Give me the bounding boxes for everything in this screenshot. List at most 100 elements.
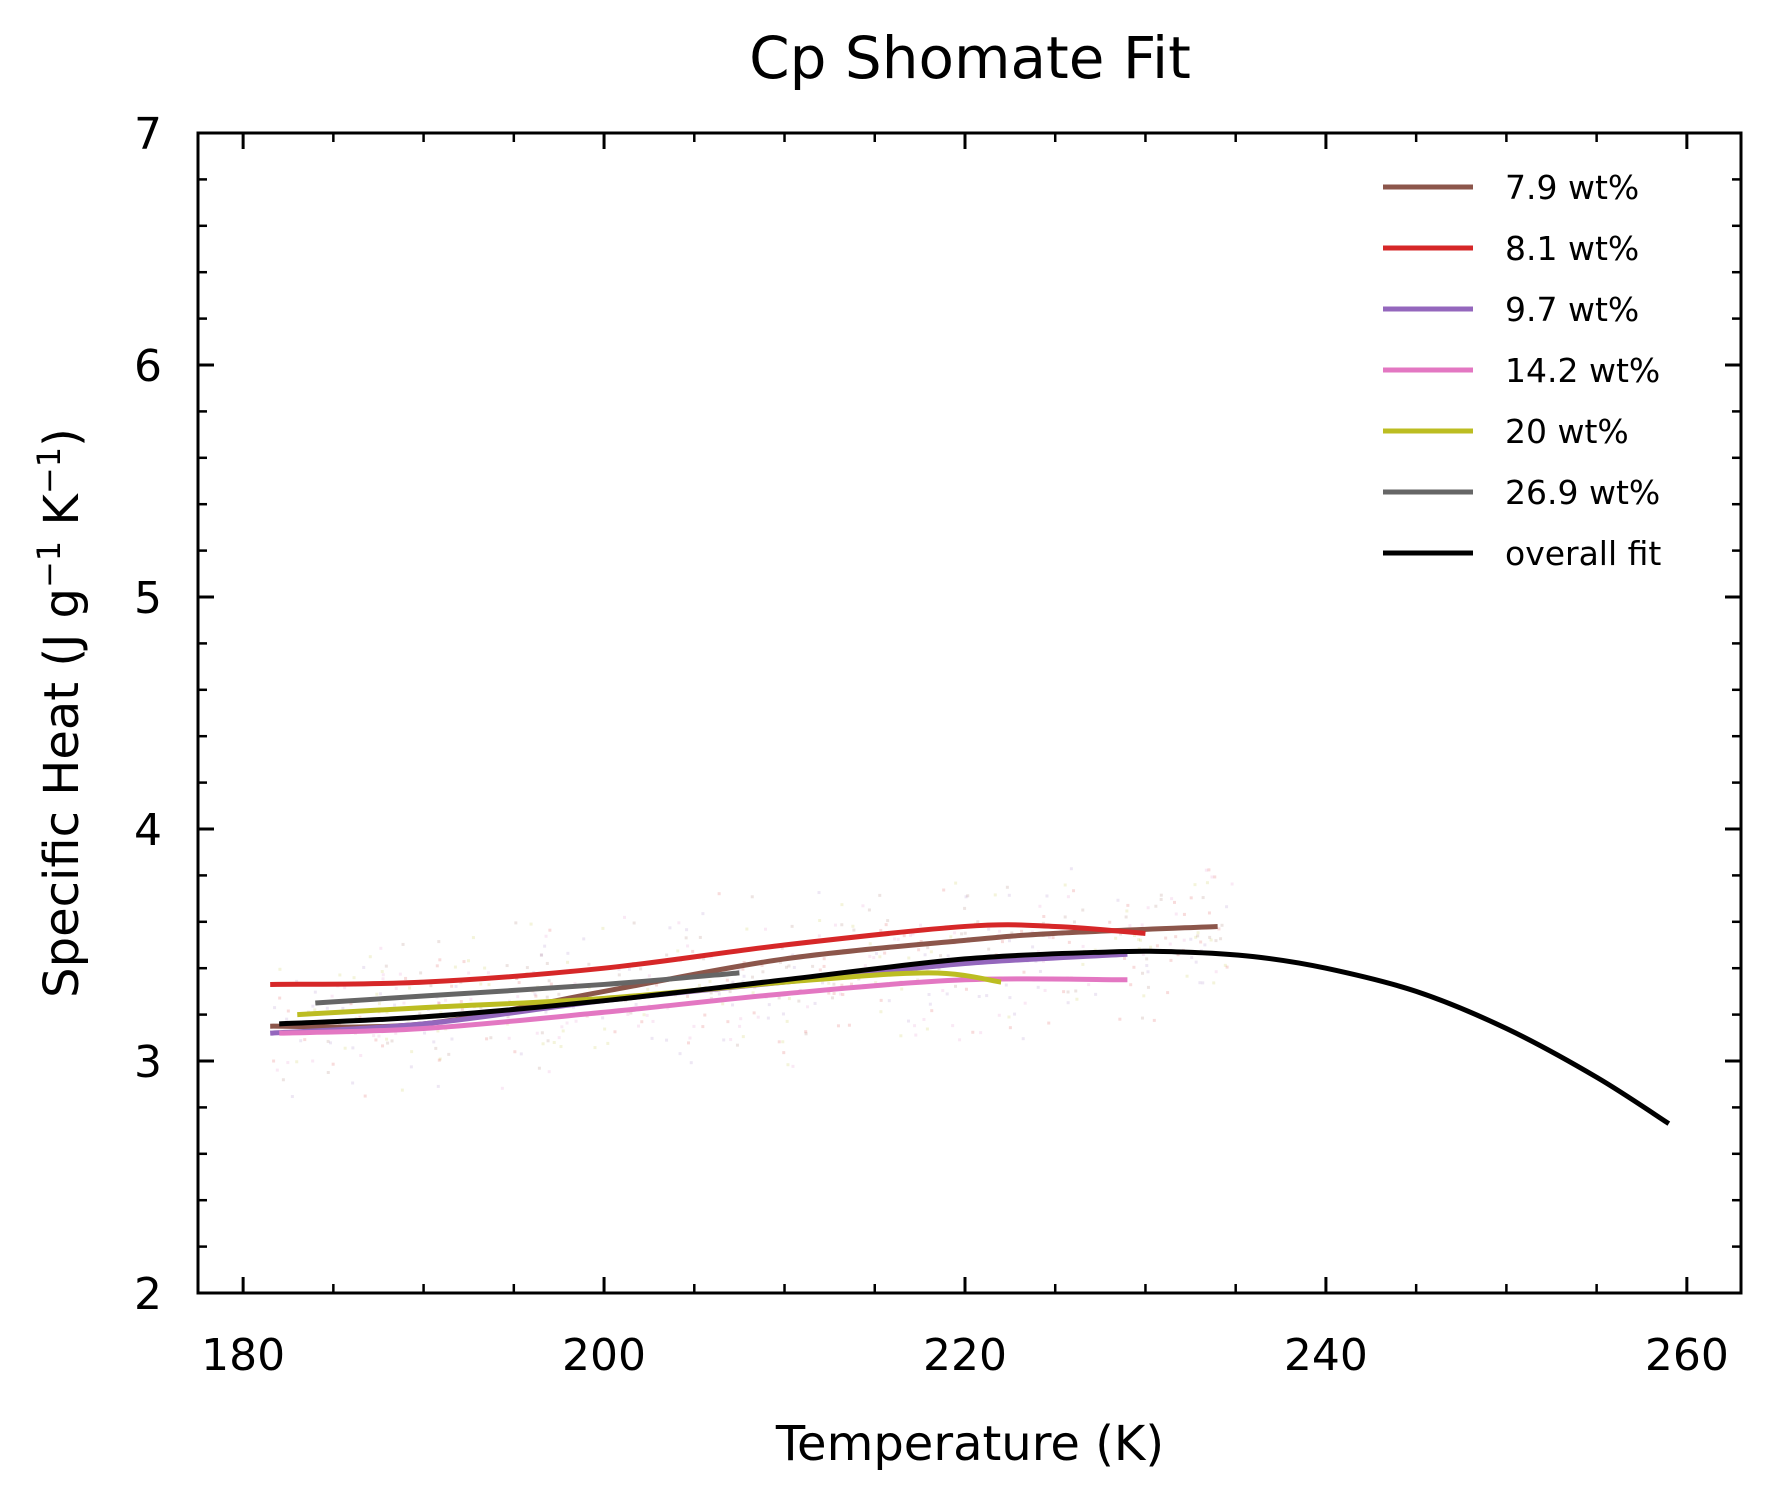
scatter-point bbox=[368, 955, 372, 959]
scatter-point bbox=[410, 1050, 414, 1054]
scatter-point bbox=[1081, 944, 1085, 948]
scatter-point bbox=[686, 944, 690, 948]
scatter-point bbox=[787, 964, 791, 968]
scatter-point bbox=[781, 1040, 785, 1044]
scatter-point bbox=[742, 974, 746, 978]
scatter-point bbox=[784, 965, 788, 969]
scatter-point bbox=[1045, 894, 1049, 898]
scatter-point bbox=[1182, 938, 1186, 942]
scatter-point bbox=[539, 953, 543, 957]
scatter-point bbox=[817, 891, 821, 895]
x-tick-label: 200 bbox=[562, 1330, 646, 1381]
scatter-point bbox=[1201, 896, 1205, 900]
scatter-point bbox=[927, 992, 931, 996]
scatter-point bbox=[791, 1064, 795, 1068]
scatter-point bbox=[460, 1007, 464, 1011]
scatter-point bbox=[278, 996, 282, 1000]
scatter-point bbox=[1225, 905, 1229, 909]
scatter-point bbox=[832, 991, 836, 995]
scatter-point bbox=[963, 906, 967, 910]
scatter-point bbox=[1007, 893, 1011, 897]
scatter-point bbox=[760, 963, 764, 967]
scatter-point bbox=[505, 964, 509, 968]
scatter-point bbox=[436, 1084, 440, 1088]
scatter-point bbox=[1189, 896, 1193, 900]
scatter-point bbox=[899, 1034, 903, 1038]
chart-title: Cp Shomate Fit bbox=[749, 24, 1191, 92]
scatter-point bbox=[1116, 898, 1120, 902]
scatter-point bbox=[804, 1032, 808, 1036]
scatter-point bbox=[462, 960, 466, 964]
scatter-point bbox=[851, 924, 855, 928]
scatter-point bbox=[572, 1005, 576, 1009]
scatter-point bbox=[485, 1037, 489, 1041]
scatter-point bbox=[879, 998, 883, 1002]
scatter-point bbox=[394, 1031, 398, 1035]
scatter-point bbox=[1081, 962, 1085, 966]
scatter-point bbox=[432, 1040, 436, 1044]
scatter-point bbox=[566, 960, 570, 964]
scatter-point bbox=[993, 893, 997, 897]
legend-label: overall fit bbox=[1505, 534, 1661, 573]
scatter-point bbox=[603, 1027, 607, 1031]
scatter-point bbox=[840, 923, 844, 927]
scatter-point bbox=[534, 994, 538, 998]
scatter-point bbox=[626, 1012, 630, 1016]
scatter-point bbox=[883, 951, 887, 955]
scatter-point bbox=[343, 986, 347, 990]
scatter-point bbox=[786, 1063, 790, 1067]
scatter-point bbox=[717, 992, 721, 996]
series-lines bbox=[270, 922, 1671, 1126]
scatter-point bbox=[811, 964, 815, 968]
scatter-point bbox=[1005, 885, 1009, 889]
scatter-point bbox=[1020, 929, 1024, 933]
legend-label: 7.9 wt% bbox=[1505, 168, 1639, 207]
x-tick-label: 240 bbox=[1284, 1330, 1368, 1381]
scatter-point bbox=[780, 946, 784, 950]
scatter-point bbox=[1072, 889, 1076, 893]
scatter-point bbox=[1198, 981, 1202, 985]
scatter-point bbox=[987, 947, 991, 951]
scatter-point bbox=[868, 942, 872, 946]
scatter-point bbox=[1142, 994, 1146, 998]
scatter-point bbox=[1146, 970, 1150, 974]
scatter-point bbox=[444, 998, 448, 1002]
scatter-point bbox=[613, 1030, 617, 1034]
scatter-point bbox=[777, 996, 781, 1000]
scatter-point bbox=[1145, 957, 1149, 961]
scatter-point bbox=[1145, 964, 1149, 968]
scatter-point bbox=[709, 991, 713, 995]
scatter-point bbox=[785, 1019, 789, 1023]
scatter-point bbox=[766, 1016, 770, 1020]
scatter-point bbox=[623, 915, 627, 919]
scatter-point bbox=[741, 967, 745, 971]
scatter-point bbox=[818, 918, 822, 922]
scatter-point bbox=[438, 958, 442, 962]
scatter-point bbox=[738, 1024, 742, 1028]
plot-frame bbox=[196, 131, 1743, 1295]
scatter-point bbox=[1114, 936, 1118, 940]
scatter-point bbox=[1174, 935, 1178, 939]
scatter-point bbox=[325, 1006, 329, 1010]
scatter-point bbox=[634, 1002, 638, 1006]
scatter-point bbox=[1193, 883, 1197, 887]
scatter-point bbox=[1194, 960, 1198, 964]
scatter-point bbox=[514, 921, 518, 925]
scatter-point bbox=[791, 953, 795, 957]
scatter-point bbox=[914, 1033, 918, 1037]
scatter-point bbox=[1042, 915, 1046, 919]
scatter-point bbox=[1139, 938, 1143, 942]
scatter-point bbox=[1123, 956, 1127, 960]
scatter-point bbox=[731, 980, 735, 984]
scatter-point bbox=[1190, 956, 1194, 960]
scatter-point bbox=[836, 1024, 840, 1028]
scatter-point bbox=[792, 965, 796, 969]
scatter-point bbox=[629, 1011, 633, 1015]
scatter-point bbox=[1125, 909, 1129, 913]
series-line-9-7-wt- bbox=[270, 951, 1128, 1036]
scatter-point bbox=[351, 1046, 355, 1050]
scatter-point bbox=[919, 923, 923, 927]
scatter-point bbox=[781, 1012, 785, 1016]
scatter-point bbox=[1196, 931, 1200, 935]
scatter-point bbox=[827, 991, 831, 995]
